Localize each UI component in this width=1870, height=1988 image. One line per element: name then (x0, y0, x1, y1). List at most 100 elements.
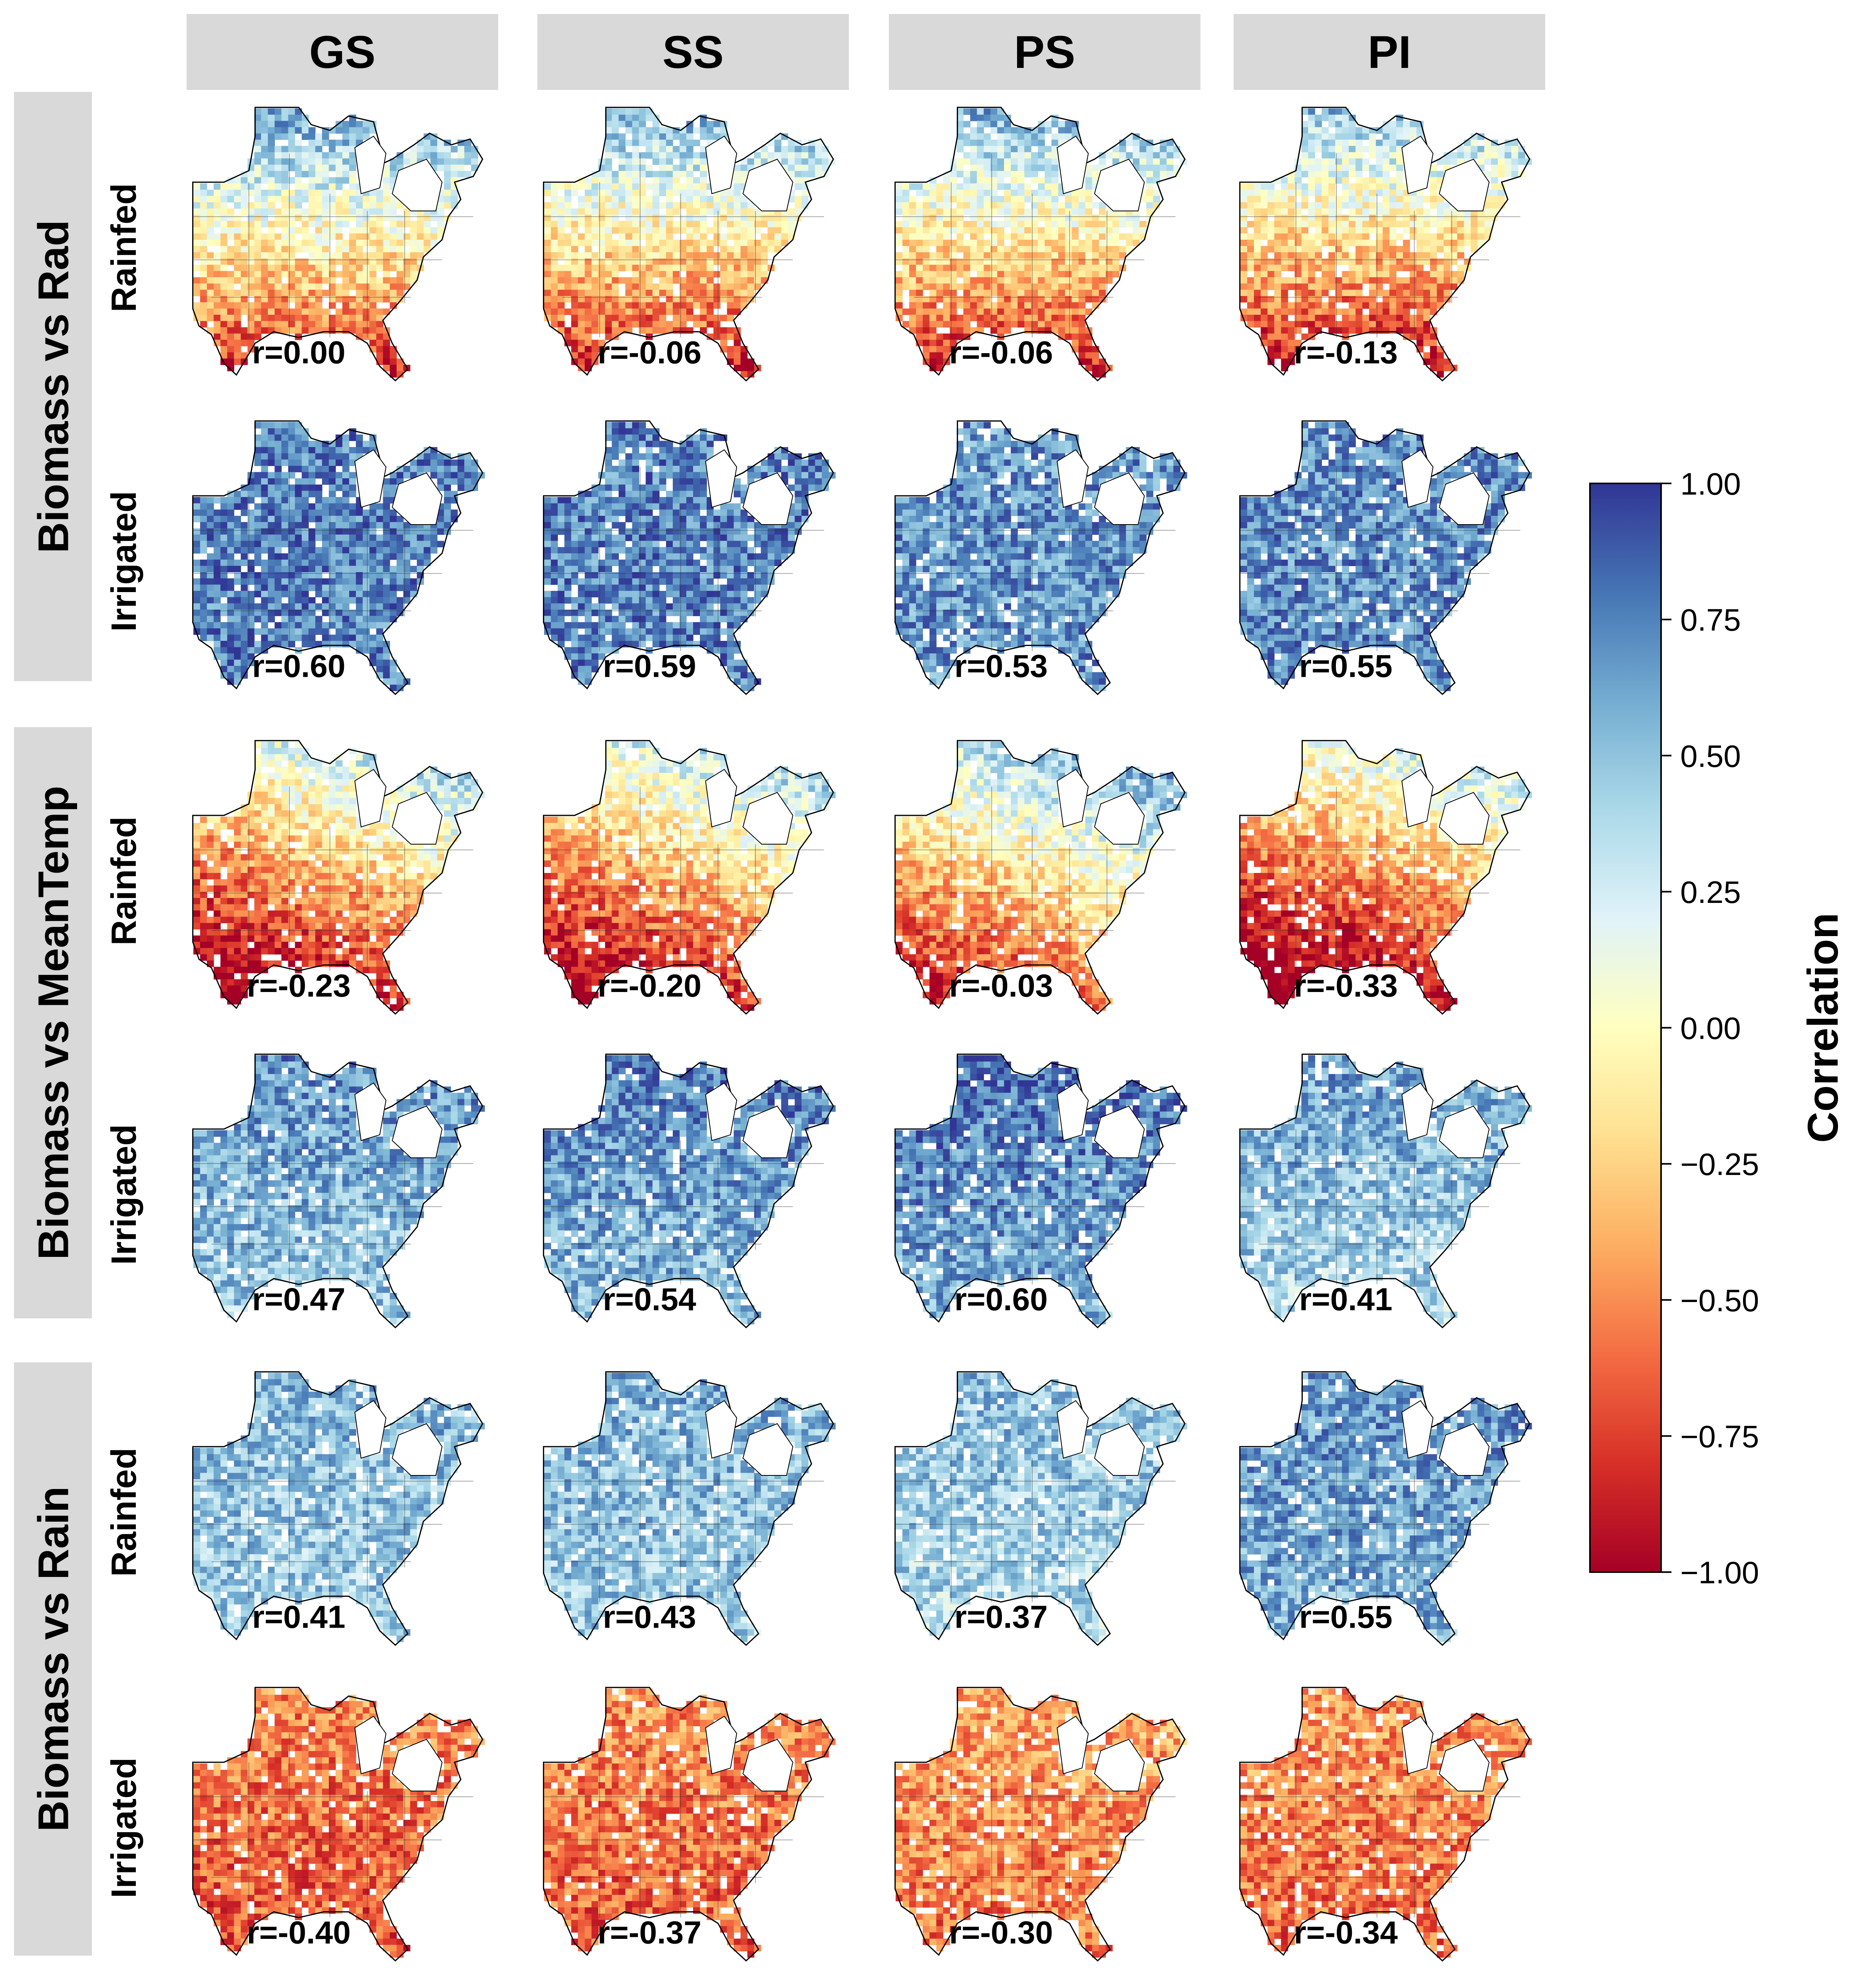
grid-cell (720, 246, 727, 252)
grid-cell (1315, 127, 1322, 133)
grid-cell (1281, 183, 1288, 190)
grid-cell (1281, 290, 1288, 296)
grid-cell (261, 528, 268, 535)
grid-cell (451, 146, 458, 152)
grid-cell (349, 478, 356, 485)
grid-cell (363, 635, 370, 641)
grid-cell (1328, 115, 1335, 121)
grid-cell (1328, 133, 1335, 140)
grid-cell (1247, 321, 1254, 328)
grid-cell (234, 541, 241, 547)
grid-cell (207, 190, 214, 196)
grid-cell (984, 290, 991, 296)
grid-cell (612, 127, 619, 133)
grid-cell (734, 252, 741, 258)
grid-cell (322, 140, 329, 146)
grid-cell (612, 277, 619, 284)
grid-cell (221, 315, 228, 321)
grid-cell (1072, 302, 1079, 309)
grid-cell (1315, 321, 1322, 328)
grid-cell (1106, 271, 1113, 277)
grid-cell (997, 265, 1004, 271)
grid-cell (370, 572, 377, 579)
grid-cell (686, 196, 694, 202)
grid-cell (1315, 227, 1322, 234)
grid-cell (390, 358, 397, 365)
grid-cell (268, 453, 275, 460)
grid-cell (1328, 327, 1335, 334)
grid-cell (632, 233, 639, 240)
grid-cell (1484, 221, 1491, 227)
grid-cell (1058, 215, 1065, 221)
grid-cell (1261, 302, 1268, 309)
grid-cell (1423, 290, 1431, 296)
grid-cell (342, 584, 350, 591)
grid-cell (274, 121, 282, 127)
grid-cell (221, 202, 228, 209)
grid-cell (1315, 302, 1322, 309)
grid-cell (957, 196, 964, 202)
grid-cell (1261, 246, 1268, 252)
grid-cell (254, 177, 262, 184)
grid-cell (652, 221, 660, 227)
grid-cell (1403, 252, 1410, 258)
grid-cell (363, 227, 370, 234)
grid-cell (1342, 252, 1349, 258)
grid-cell (349, 190, 356, 196)
grid-cell (234, 302, 241, 309)
grid-cell (288, 140, 295, 146)
grid-cell (403, 277, 411, 284)
grid-cell (970, 290, 978, 296)
grid-cell (390, 277, 397, 284)
grid-cell (578, 284, 585, 290)
grid-cell (1024, 159, 1031, 165)
grid-cell (336, 497, 343, 503)
grid-cell (1342, 115, 1349, 121)
grid-cell (342, 472, 350, 479)
grid-cell (1240, 246, 1248, 252)
grid-cell (1457, 227, 1465, 234)
grid-cell (1079, 202, 1086, 209)
grid-cell (1349, 146, 1356, 152)
grid-cell (964, 240, 971, 246)
grid-cell (281, 108, 288, 115)
grid-cell (370, 246, 377, 252)
grid-cell (1051, 284, 1059, 290)
grid-cell (1274, 265, 1282, 271)
grid-cell (241, 302, 248, 309)
grid-cell (646, 271, 653, 277)
grid-cell (1099, 258, 1106, 265)
grid-cell (363, 240, 370, 246)
grid-cell (356, 302, 363, 309)
grid-cell (741, 365, 748, 371)
grid-cell (268, 478, 275, 485)
grid-cell (376, 572, 384, 579)
grid-cell (930, 327, 937, 334)
grid-cell (1383, 233, 1390, 240)
grid-cell (281, 591, 288, 597)
grid-cell (227, 277, 234, 284)
grid-cell (943, 183, 950, 190)
grid-cell (281, 209, 288, 215)
grid-cell (268, 516, 275, 522)
r-value-label: r=-0.06 (949, 335, 1053, 370)
grid-cell (1079, 221, 1086, 227)
grid-cell (619, 196, 626, 202)
grid-cell (997, 302, 1004, 309)
grid-cell (781, 152, 788, 159)
grid-cell (274, 547, 282, 553)
grid-cell (720, 265, 727, 271)
grid-cell (1004, 159, 1011, 165)
grid-cell (1302, 190, 1309, 196)
grid-cell (227, 302, 234, 309)
grid-cell (625, 190, 632, 196)
grid-cell (376, 340, 384, 346)
grid-cell (315, 308, 322, 315)
grid-cell (349, 302, 356, 309)
grid-cell (957, 284, 964, 290)
grid-cell (720, 334, 727, 340)
grid-cell (957, 265, 964, 271)
grid-cell (930, 265, 937, 271)
grid-cell (207, 308, 214, 315)
grid-cell (430, 215, 437, 221)
